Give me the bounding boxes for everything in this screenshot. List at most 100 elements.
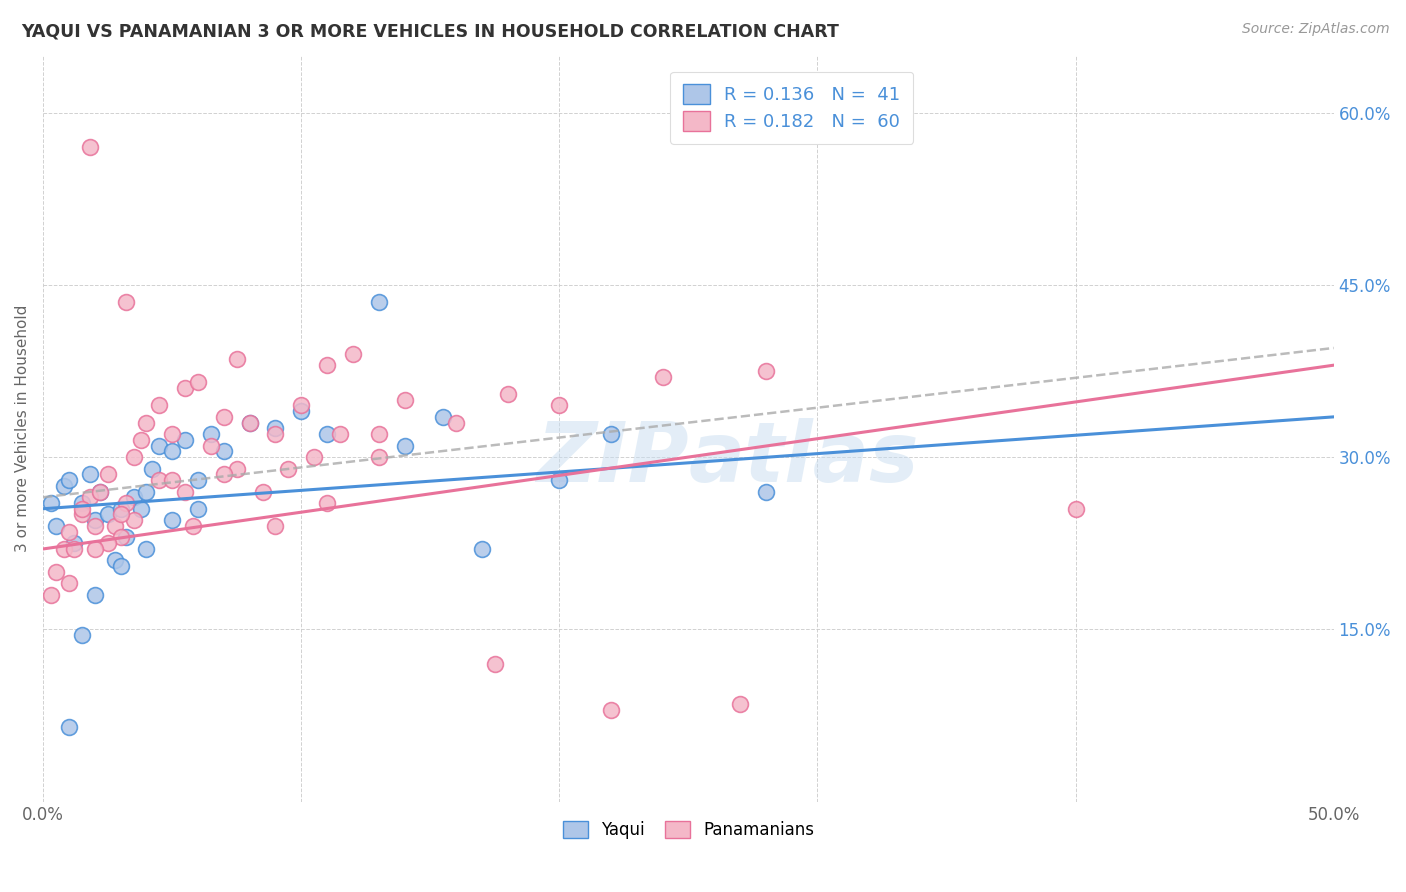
Point: [225, 352, 247, 367]
Point: [316, 358, 339, 372]
Point: [122, 450, 145, 464]
Point: [148, 473, 170, 487]
Point: [264, 421, 287, 435]
Point: [83, 541, 105, 556]
Text: ZIP: ZIP: [536, 417, 689, 499]
Text: YAQUI VS PANAMANIAN 3 OR MORE VEHICLES IN HOUSEHOLD CORRELATION CHART: YAQUI VS PANAMANIAN 3 OR MORE VEHICLES I…: [21, 22, 839, 40]
Point: [394, 392, 416, 407]
Point: [1064, 501, 1087, 516]
Point: [239, 416, 262, 430]
Point: [79, 490, 101, 504]
Point: [342, 347, 364, 361]
Point: [651, 369, 673, 384]
Point: [135, 484, 157, 499]
Point: [212, 409, 235, 424]
Point: [58, 720, 80, 734]
Point: [200, 439, 222, 453]
Point: [264, 427, 287, 442]
Point: [79, 140, 101, 154]
Point: [122, 513, 145, 527]
Point: [316, 496, 339, 510]
Point: [39, 588, 62, 602]
Point: [367, 450, 389, 464]
Point: [83, 588, 105, 602]
Point: [39, 496, 62, 510]
Point: [129, 433, 152, 447]
Point: [367, 427, 389, 442]
Point: [162, 444, 184, 458]
Point: [58, 524, 80, 539]
Point: [212, 444, 235, 458]
Point: [135, 416, 157, 430]
Point: [394, 439, 416, 453]
Point: [104, 553, 127, 567]
Point: [174, 484, 197, 499]
Point: [600, 703, 623, 717]
Point: [225, 461, 247, 475]
Point: [83, 519, 105, 533]
Point: [367, 295, 389, 310]
Point: [162, 427, 184, 442]
Point: [63, 541, 86, 556]
Point: [70, 628, 93, 642]
Point: [110, 531, 132, 545]
Point: [600, 427, 623, 442]
Point: [212, 467, 235, 482]
Point: [162, 513, 184, 527]
Point: [97, 536, 120, 550]
Point: [45, 519, 67, 533]
Point: [162, 473, 184, 487]
Point: [110, 559, 132, 574]
Point: [728, 697, 751, 711]
Point: [141, 461, 163, 475]
Point: [174, 381, 197, 395]
Point: [58, 473, 80, 487]
Point: [181, 519, 204, 533]
Point: [496, 387, 519, 401]
Point: [52, 479, 75, 493]
Point: [471, 541, 494, 556]
Text: atlas: atlas: [689, 417, 920, 499]
Point: [548, 473, 571, 487]
Point: [264, 519, 287, 533]
Point: [45, 565, 67, 579]
Point: [122, 490, 145, 504]
Point: [70, 501, 93, 516]
Point: [755, 364, 778, 378]
Point: [114, 531, 136, 545]
Point: [290, 398, 312, 412]
Point: [110, 508, 132, 522]
Point: [200, 427, 222, 442]
Point: [302, 450, 325, 464]
Point: [52, 541, 75, 556]
Point: [70, 496, 93, 510]
Point: [548, 398, 571, 412]
Point: [432, 409, 454, 424]
Point: [89, 484, 111, 499]
Point: [79, 467, 101, 482]
Point: [290, 404, 312, 418]
Point: [83, 513, 105, 527]
Point: [70, 508, 93, 522]
Point: [755, 484, 778, 499]
Point: [58, 576, 80, 591]
Point: [316, 427, 339, 442]
Point: [63, 536, 86, 550]
Point: [239, 416, 262, 430]
Text: Source: ZipAtlas.com: Source: ZipAtlas.com: [1241, 22, 1389, 37]
Point: [187, 376, 209, 390]
Point: [444, 416, 467, 430]
Point: [187, 501, 209, 516]
Point: [187, 473, 209, 487]
Point: [97, 508, 120, 522]
Point: [97, 467, 120, 482]
Point: [114, 496, 136, 510]
Point: [148, 439, 170, 453]
Point: [484, 657, 506, 671]
Legend: Yaqui, Panamanians: Yaqui, Panamanians: [557, 814, 821, 846]
Y-axis label: 3 or more Vehicles in Household: 3 or more Vehicles in Household: [15, 305, 30, 552]
Point: [89, 484, 111, 499]
Point: [114, 295, 136, 310]
Point: [104, 519, 127, 533]
Point: [174, 433, 197, 447]
